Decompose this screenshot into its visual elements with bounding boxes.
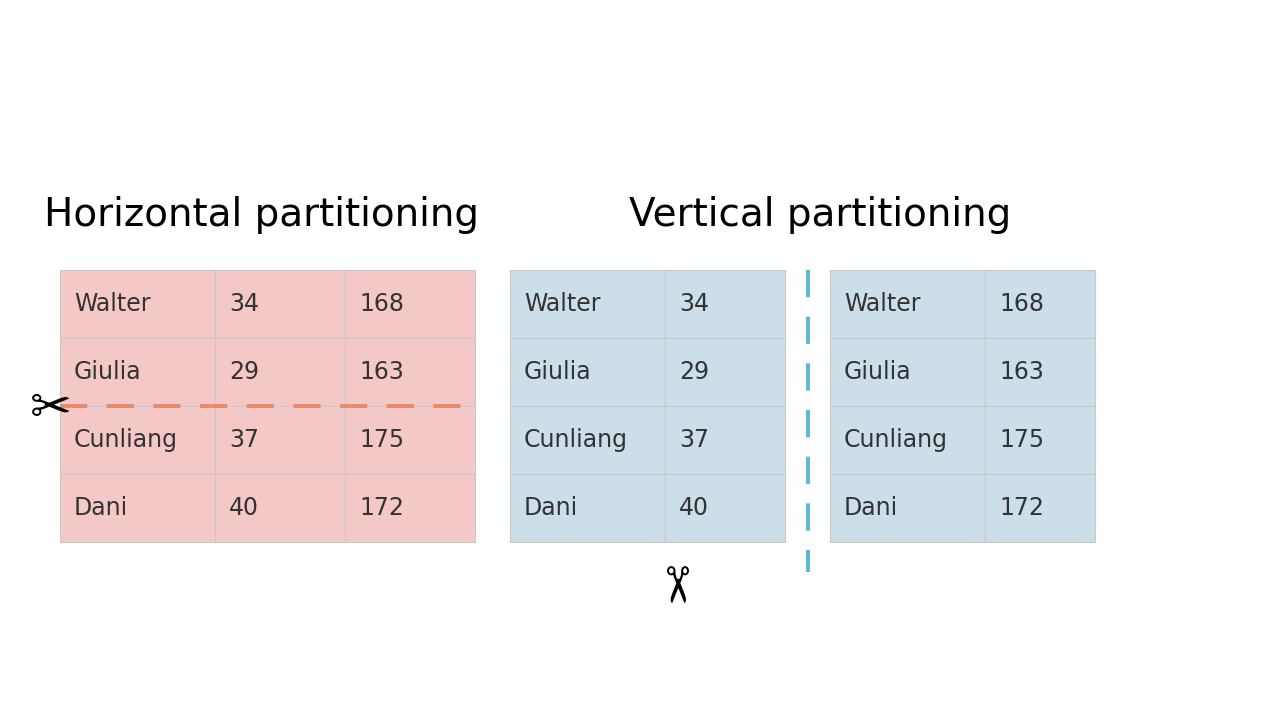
Text: Giulia: Giulia (844, 360, 911, 384)
Bar (215, 406, 346, 474)
Text: Dani: Dani (844, 496, 899, 520)
Text: Cunliang: Cunliang (844, 428, 948, 452)
Text: 29: 29 (678, 360, 709, 384)
Text: Dani: Dani (74, 496, 128, 520)
Bar (509, 270, 666, 338)
Bar (509, 338, 666, 406)
Bar (215, 474, 346, 542)
Text: Vertical partitioning: Vertical partitioning (628, 196, 1011, 234)
Bar (829, 474, 986, 542)
Bar (509, 474, 666, 542)
Bar (60, 406, 215, 474)
Text: 168: 168 (358, 292, 404, 316)
Text: 163: 163 (998, 360, 1044, 384)
Text: ✂: ✂ (648, 565, 696, 607)
Bar (986, 270, 1094, 338)
Bar (60, 474, 215, 542)
Bar (215, 270, 346, 338)
Text: 29: 29 (229, 360, 259, 384)
Text: Walter: Walter (74, 292, 151, 316)
Bar (346, 474, 475, 542)
Text: 37: 37 (678, 428, 709, 452)
Bar (346, 338, 475, 406)
Text: Giulia: Giulia (524, 360, 591, 384)
Text: 37: 37 (229, 428, 259, 452)
Text: Walter: Walter (524, 292, 600, 316)
Bar (986, 406, 1094, 474)
Bar (986, 474, 1094, 542)
Text: Dani: Dani (524, 496, 579, 520)
Bar (346, 270, 475, 338)
Bar (666, 406, 785, 474)
Text: 172: 172 (998, 496, 1044, 520)
Text: 40: 40 (229, 496, 259, 520)
Text: 40: 40 (678, 496, 709, 520)
Bar (986, 338, 1094, 406)
Bar (829, 338, 986, 406)
Text: 34: 34 (229, 292, 259, 316)
Text: Horizontal partitioning: Horizontal partitioning (45, 196, 480, 234)
Text: 172: 172 (358, 496, 404, 520)
Text: Cunliang: Cunliang (74, 428, 178, 452)
Bar (829, 270, 986, 338)
Bar (666, 270, 785, 338)
Text: 168: 168 (998, 292, 1044, 316)
Bar (666, 474, 785, 542)
Text: 175: 175 (358, 428, 404, 452)
Bar (215, 338, 346, 406)
Bar (509, 406, 666, 474)
Bar (666, 338, 785, 406)
Bar (60, 270, 215, 338)
Text: 163: 163 (358, 360, 404, 384)
Bar (829, 406, 986, 474)
Text: Cunliang: Cunliang (524, 428, 628, 452)
Text: 175: 175 (998, 428, 1044, 452)
Text: Giulia: Giulia (74, 360, 142, 384)
Bar (60, 338, 215, 406)
Text: Walter: Walter (844, 292, 920, 316)
Bar (346, 406, 475, 474)
Text: ✂: ✂ (29, 384, 72, 432)
Text: 34: 34 (678, 292, 709, 316)
